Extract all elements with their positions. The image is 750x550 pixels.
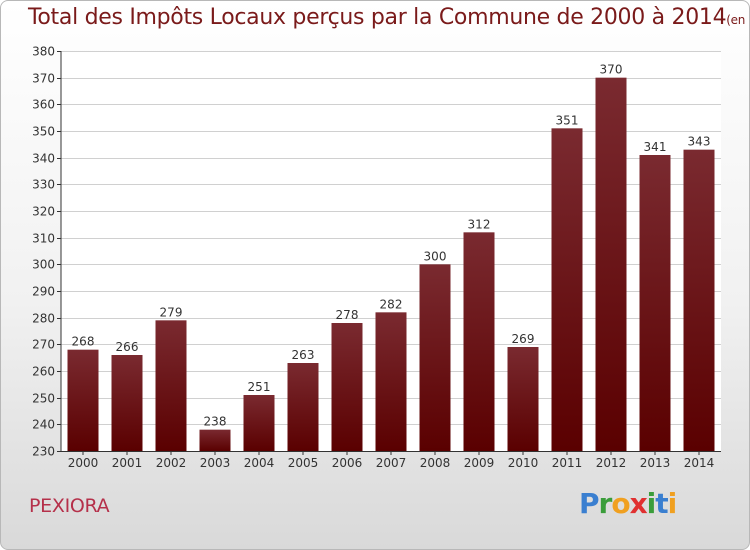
x-tick-label-2010: 2010 <box>508 456 539 470</box>
bar-2006 <box>331 323 363 451</box>
bars <box>67 77 715 452</box>
data-label-2009: 312 <box>468 217 491 231</box>
data-label-2005: 263 <box>292 348 315 362</box>
data-label-2006: 278 <box>336 308 359 322</box>
x-tick-label-2002: 2002 <box>156 456 187 470</box>
commune-name: PEXIORA <box>29 495 110 517</box>
x-tick-label-2001: 2001 <box>112 456 143 470</box>
bar-2011 <box>551 128 583 451</box>
chart-title-text: Total des Impôts Locaux perçus par la Co… <box>28 5 727 30</box>
x-tick-label-2013: 2013 <box>640 456 671 470</box>
x-tick-label-2011: 2011 <box>552 456 583 470</box>
x-tick-label-2006: 2006 <box>332 456 363 470</box>
chart-title: Total des Impôts Locaux perçus par la Co… <box>28 5 749 30</box>
logo-letter: x <box>629 487 648 520</box>
data-label-2008: 300 <box>424 249 447 263</box>
y-tick-label-250: 250 <box>32 392 55 406</box>
data-label-2012: 370 <box>600 63 623 77</box>
logo-letter: o <box>611 487 630 520</box>
logo-letter: P <box>579 487 600 520</box>
data-label-2003: 238 <box>204 415 227 429</box>
chart-subtitle: (en milliers d'€) <box>726 13 749 27</box>
bar-2005 <box>287 363 319 451</box>
y-tick-label-360: 360 <box>32 98 55 112</box>
y-tick-label-260: 260 <box>32 365 55 379</box>
bar-2009 <box>463 232 495 451</box>
bar-2013 <box>639 155 671 451</box>
y-tick-label-380: 380 <box>32 45 55 59</box>
y-tick-label-240: 240 <box>32 418 55 432</box>
x-tick-label-2004: 2004 <box>244 456 275 470</box>
y-tick-label-280: 280 <box>32 312 55 326</box>
x-tick-label-2000: 2000 <box>68 456 99 470</box>
bar-2001 <box>111 355 143 451</box>
bar-2002 <box>155 320 187 451</box>
y-tick-label-340: 340 <box>32 152 55 166</box>
bar-2003 <box>199 429 231 451</box>
logo-letter: r <box>598 487 613 520</box>
data-labels: 268 266 279 238 251 263 278 282 300 312 269 351 370 3… <box>72 63 711 429</box>
data-label-2001: 266 <box>116 340 139 354</box>
x-tick-label-2003: 2003 <box>200 456 231 470</box>
logo-letter: t <box>655 487 668 520</box>
bar-2014 <box>683 149 715 451</box>
proxiti-logo: Proxiti <box>579 487 678 520</box>
bar-2010 <box>507 347 539 451</box>
data-label-2010: 269 <box>512 332 535 346</box>
x-tick-label-2005: 2005 <box>288 456 319 470</box>
x-axis-ticks: 2000 2001 2002 2003 2004 2005 2006 2007 2008 2009… <box>68 451 715 470</box>
x-tick-label-2014: 2014 <box>684 456 715 470</box>
y-tick-label-310: 310 <box>32 232 55 246</box>
data-label-2007: 282 <box>380 297 403 311</box>
data-label-2004: 251 <box>248 380 271 394</box>
y-axis-ticks: 230 240 250 260 270 280 290 300 310 320 330 340 350 3… <box>32 45 61 459</box>
y-tick-label-350: 350 <box>32 125 55 139</box>
bar-2008 <box>419 264 451 451</box>
data-label-2000: 268 <box>72 335 95 349</box>
data-label-2011: 351 <box>556 113 579 127</box>
y-tick-label-330: 330 <box>32 178 55 192</box>
x-tick-label-2007: 2007 <box>376 456 407 470</box>
y-tick-label-290: 290 <box>32 285 55 299</box>
bar-2000 <box>67 349 99 451</box>
data-label-2014: 343 <box>688 135 711 149</box>
logo-letter: i <box>646 487 657 520</box>
x-tick-label-2012: 2012 <box>596 456 627 470</box>
bar-2007 <box>375 312 407 451</box>
logo-letter: i <box>667 487 678 520</box>
y-tick-label-270: 270 <box>32 338 55 352</box>
bar-2004 <box>243 395 275 451</box>
y-tick-label-300: 300 <box>32 258 55 272</box>
data-label-2002: 279 <box>160 305 183 319</box>
x-tick-label-2008: 2008 <box>420 456 451 470</box>
y-tick-label-230: 230 <box>32 445 55 459</box>
y-tick-label-370: 370 <box>32 72 55 86</box>
y-tick-label-320: 320 <box>32 205 55 219</box>
bar-2012 <box>595 77 627 452</box>
data-label-2013: 341 <box>644 140 667 154</box>
x-tick-label-2009: 2009 <box>464 456 495 470</box>
